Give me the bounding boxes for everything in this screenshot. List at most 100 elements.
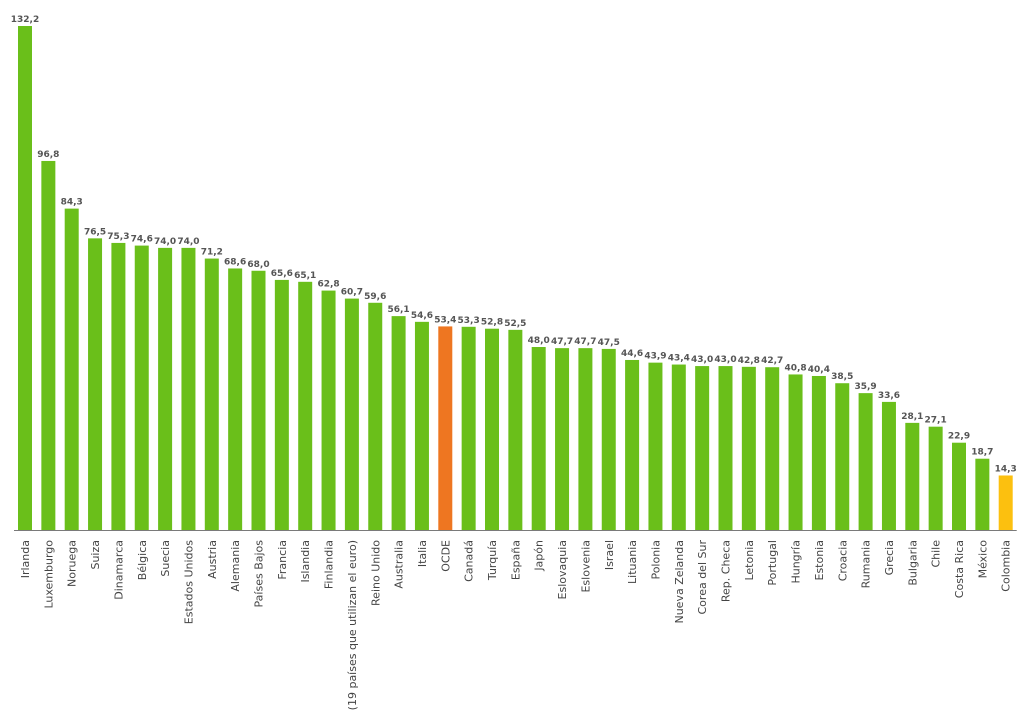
value-label-irlanda: 132,2 — [11, 15, 39, 25]
value-label-australia: 56,1 — [387, 305, 409, 315]
value-labels-group: 132,296,884,376,5 75,3 74,6 74,0 74,071,268,… — [11, 15, 1017, 474]
value-label-polonia: 43,9 — [644, 352, 666, 362]
bar-islandia — [298, 281, 313, 530]
category-label-noruega: Noruega — [66, 540, 79, 587]
bar-suecia — [158, 247, 173, 530]
bar-espana — [508, 329, 523, 530]
category-label-costa-rica: Costa Rica — [953, 540, 966, 598]
value-label-luxemburgo: 96,8 — [37, 150, 59, 160]
value-label-belgica: 74,6 — [131, 235, 153, 245]
bar-bulgaria — [905, 422, 920, 530]
value-label-rumania: 35,9 — [854, 382, 876, 392]
value-label-italia: 54,6 — [411, 311, 433, 321]
bar-eslovenia — [578, 348, 593, 530]
value-label-colombia: 14,3 — [995, 464, 1017, 474]
bar-austria — [204, 258, 219, 530]
category-label-paises-bajos: Países Bajos — [253, 540, 266, 608]
bar-francia — [274, 279, 289, 530]
bar-letonia — [741, 366, 756, 530]
bar-rumania — [858, 393, 873, 530]
category-labels-group: Irlanda Luxemburgo Noruega Suiza Dinamarca Bé… — [19, 540, 1013, 711]
category-label-suecia: Suecia — [159, 540, 172, 577]
category-label-austria: Austria — [206, 540, 219, 579]
bar-noruega — [64, 208, 79, 531]
bars-group — [18, 26, 1013, 531]
value-label-costa-rica: 22,9 — [948, 432, 970, 442]
bar-mexico — [975, 458, 990, 530]
bar-ocde — [438, 326, 453, 530]
value-label-grecia: 33,6 — [878, 391, 900, 401]
bar-corea-del-sur — [695, 366, 710, 530]
category-label-reino-unido: Reino Unido — [369, 540, 382, 606]
value-label-suecia: 74,0 — [154, 237, 176, 247]
value-label-eslovenia: 47,7 — [574, 337, 596, 347]
value-label-hungria: 40,8 — [784, 363, 806, 373]
value-label-letonia: 42,8 — [738, 356, 760, 366]
category-label-estonia: Estonia — [813, 540, 826, 581]
category-label-irlanda: Irlanda — [19, 540, 32, 578]
value-label-israel: 47,5 — [598, 338, 620, 348]
bar-suiza — [88, 238, 103, 530]
category-label-finlandia: Finlandia — [323, 540, 336, 589]
category-label-rumania: Rumania — [860, 540, 873, 588]
value-label-portugal: 42,7 — [761, 356, 783, 366]
value-label-croacia: 38,5 — [831, 372, 853, 382]
category-label-corea-del-sur: Corea del Sur — [696, 540, 709, 615]
category-label-luxemburgo: Luxemburgo — [42, 540, 55, 609]
category-label-portugal: Portugal — [766, 540, 779, 586]
category-label-hungria: Hungría — [790, 540, 803, 584]
bar-nueva-zelanda — [671, 364, 686, 530]
category-label-espana: España — [509, 540, 522, 580]
value-label-eslovaquia: 47,7 — [551, 337, 573, 347]
category-label-bulgaria: Bulgaria — [906, 540, 919, 586]
value-label-bulgaria: 28,1 — [901, 412, 923, 422]
value-label-islandia: 65,1 — [294, 271, 316, 281]
value-label-reino-unido: 59,6 — [364, 292, 386, 302]
category-label-belgica: Bélgica — [136, 540, 149, 580]
category-label-chile: Chile — [930, 540, 943, 568]
bar-chile — [928, 426, 943, 530]
bar-19-paises-que-utilizan-el-euro — [344, 298, 359, 530]
bar-turquia — [485, 328, 499, 530]
category-label-turquia: Turquía — [486, 540, 499, 581]
category-label-colombia: Colombia — [1000, 540, 1013, 592]
bar-hungria — [788, 374, 803, 530]
category-label-lituania: Lituania — [626, 540, 639, 584]
bar-finlandia — [321, 290, 336, 530]
category-label-canada: Canadá — [463, 540, 476, 582]
value-label-finlandia: 62,8 — [317, 280, 339, 290]
category-label-grecia: Grecia — [883, 540, 896, 575]
bar-eslovaquia — [555, 348, 570, 530]
value-label-noruega: 84,3 — [61, 198, 83, 208]
value-label-canada: 53,3 — [458, 316, 480, 326]
value-label-suiza: 76,5 — [84, 227, 106, 237]
category-label-suiza: Suiza — [89, 540, 102, 570]
category-label-islandia: Islandia — [299, 540, 312, 583]
value-label-austria: 71,2 — [201, 248, 223, 258]
category-label-nueva-zelanda: Nueva Zelanda — [673, 540, 686, 624]
bar-alemania — [228, 268, 243, 530]
category-label-letonia: Letonia — [743, 540, 756, 581]
category-label-dinamarca: Dinamarca — [112, 540, 125, 600]
value-label-mexico: 18,7 — [971, 448, 993, 458]
value-label-dinamarca: 75,3 — [107, 232, 129, 242]
bar-portugal — [765, 367, 780, 530]
bar-rep-checa — [718, 366, 733, 530]
value-label-chile: 27,1 — [925, 416, 947, 426]
value-label-turquia: 52,8 — [481, 318, 503, 328]
value-label-estados-unidos: 74,0 — [177, 237, 199, 247]
bar-polonia — [648, 362, 663, 530]
bar-italia — [414, 321, 429, 530]
category-label-19-paises-que-utilizan-el-euro: (19 países que utilizan el euro) — [346, 540, 359, 710]
category-label-eslovenia: Eslovenia — [579, 540, 592, 593]
category-label-australia: Australia — [393, 540, 406, 589]
category-label-eslovaquia: Eslovaquia — [556, 540, 569, 599]
value-label-japon: 48,0 — [528, 336, 550, 346]
bar-luxemburgo — [41, 160, 56, 530]
category-label-polonia: Polonia — [649, 540, 662, 580]
bar-estados-unidos — [181, 247, 196, 530]
bar-australia — [391, 316, 406, 530]
value-label-19-paises-que-utilizan-el-euro: 60,7 — [341, 288, 363, 298]
bar-estonia — [811, 375, 826, 530]
value-label-corea-del-sur: 43,0 — [691, 355, 713, 365]
